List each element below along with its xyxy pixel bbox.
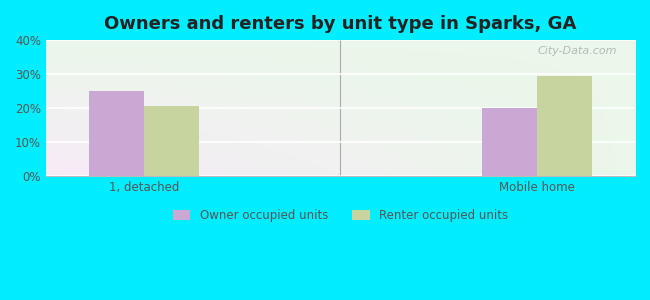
Title: Owners and renters by unit type in Sparks, GA: Owners and renters by unit type in Spark… [104, 15, 577, 33]
Legend: Owner occupied units, Renter occupied units: Owner occupied units, Renter occupied un… [168, 205, 513, 227]
Bar [89, 91, 144, 176]
Bar [537, 76, 592, 176]
Text: City-Data.com: City-Data.com [538, 46, 618, 56]
Bar [482, 108, 537, 176]
Bar [144, 106, 199, 176]
